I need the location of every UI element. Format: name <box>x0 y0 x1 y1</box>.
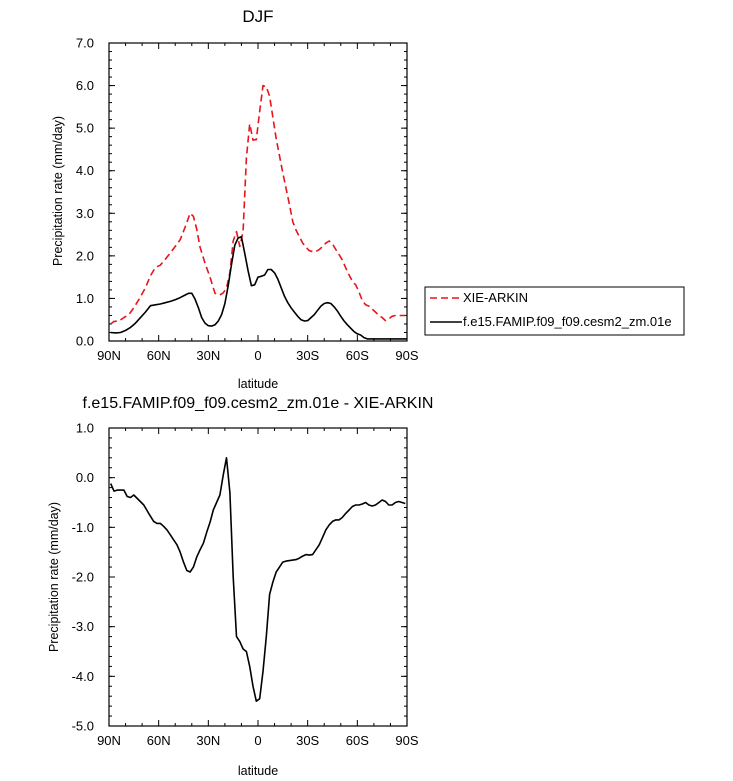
series-line-f-e15-famip-f09-f09-cesm2-zm-01e <box>110 235 407 340</box>
top-x-tick-label: 30S <box>296 348 319 363</box>
legend-label-model: f.e15.FAMIP.f09_f09.cesm2_zm.01e <box>463 314 672 329</box>
bottom-y-tick-label: -1.0 <box>72 520 94 535</box>
top-x-tick-label: 90N <box>97 348 121 363</box>
bottom-y-tick-label: -3.0 <box>72 619 94 634</box>
top-y-tick-label: 4.0 <box>76 163 94 178</box>
bottom-x-tick-label: 90N <box>97 733 121 748</box>
bottom-y-tick-label: 1.0 <box>76 421 94 436</box>
top-plot-area: 90N 60N 30N 0 30S 60S 90S 0.0 1.0 2.0 3.0 4.0 5.0 6.0… <box>76 36 419 364</box>
series-line-bottom-difference <box>109 456 406 703</box>
top-y-tick-label: 5.0 <box>76 121 94 136</box>
top-x-tick-label: 60N <box>147 348 171 363</box>
bottom-chart: f.e15.FAMIP.f09_f09.cesm2_zm.01e - XIE-A… <box>47 395 433 778</box>
bottom-x-tick-label: 30N <box>196 733 220 748</box>
bottom-plot-frame <box>108 427 408 727</box>
bottom-x-tick-label: 0 <box>254 733 261 748</box>
top-y-tick-label: 3.0 <box>76 206 94 221</box>
legend-box <box>424 286 685 336</box>
top-x-tick-label: 60S <box>346 348 369 363</box>
series-line-xie-arkin <box>110 84 406 325</box>
bottom-plot-area: 90N 60N 30N 0 30S 60S 90S -5.0 -4.0 -3.0 -2.0 -1.0 0… <box>72 421 419 749</box>
top-y-tick-label: 0.0 <box>76 334 94 349</box>
bottom-y-tick-label: -4.0 <box>72 669 94 684</box>
top-chart-ylabel: Precipitation rate (mm/day) <box>51 116 65 266</box>
top-y-tick-label: 6.0 <box>76 78 94 93</box>
legend: XIE-ARKIN f.e15.FAMIP.f09_f09.cesm2_zm.0… <box>424 286 685 336</box>
bottom-chart-xlabel: latitude <box>238 764 278 778</box>
bottom-chart-title: f.e15.FAMIP.f09_f09.cesm2_zm.01e - XIE-A… <box>83 395 434 412</box>
bottom-y-tick-label: 0.0 <box>76 470 94 485</box>
bottom-y-tick-label: -2.0 <box>72 570 94 585</box>
bottom-x-tick-label: 60N <box>147 733 171 748</box>
top-y-tick-label: 7.0 <box>76 36 94 51</box>
top-y-tick-label: 1.0 <box>76 291 94 306</box>
bottom-x-tick-label: 90S <box>395 733 418 748</box>
top-chart-xlabel: latitude <box>238 377 278 391</box>
top-x-tick-label: 90S <box>395 348 418 363</box>
bottom-chart-ylabel: Precipitation rate (mm/day) <box>47 502 61 652</box>
top-x-tick-label: 30N <box>196 348 220 363</box>
top-y-tick-label: 2.0 <box>76 248 94 263</box>
bottom-y-tick-label: -5.0 <box>72 719 94 734</box>
top-chart: DJF Precipitation rate (mm/day) latitude… <box>51 7 685 391</box>
top-chart-title: DJF <box>242 7 273 26</box>
top-x-tick-label: 0 <box>254 348 261 363</box>
legend-label-xie-arkin: XIE-ARKIN <box>463 290 528 305</box>
top-plot-frame <box>108 42 408 342</box>
bottom-x-tick-label: 60S <box>346 733 369 748</box>
bottom-x-tick-label: 30S <box>296 733 319 748</box>
